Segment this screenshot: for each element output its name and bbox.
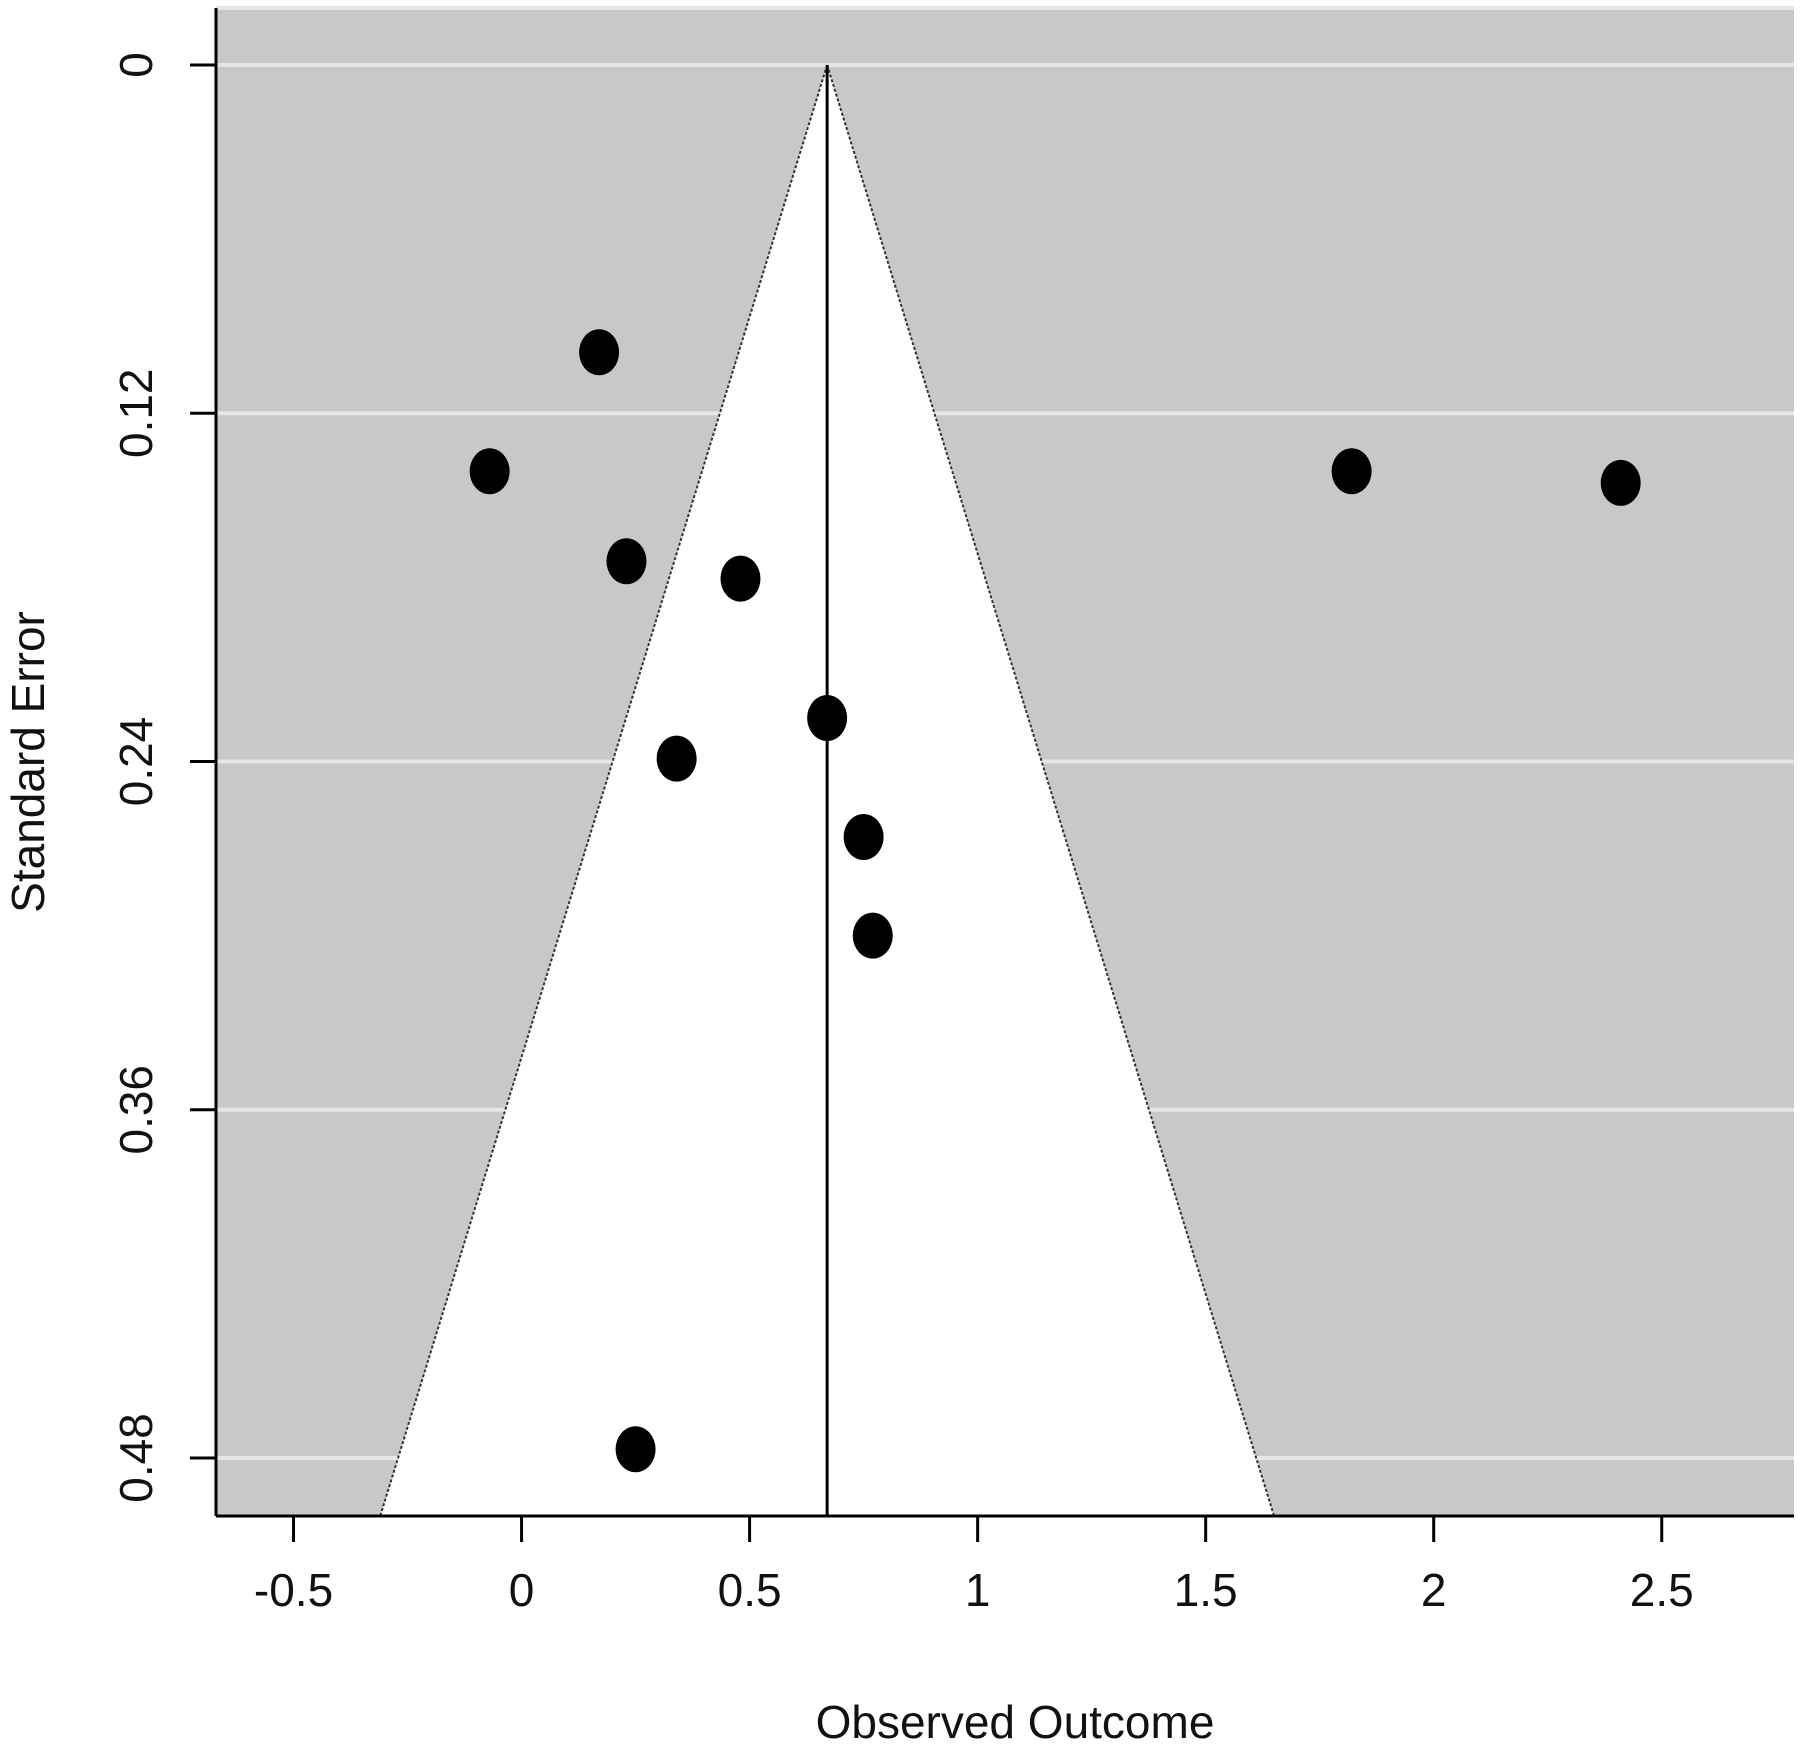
y-tick-label: 0.48 [110,1413,162,1503]
x-tick-label: 1 [965,1564,991,1616]
x-tick-label: 1.5 [1174,1564,1238,1616]
data-point [843,813,884,860]
axes: -0.5 0 0.5 1 1.5 2 2.5 0 0.12 0.24 0.36 0.48 [110,8,1794,1616]
y-tick-label: 0.36 [110,1065,162,1155]
data-point [579,329,620,376]
x-tick-label: 0 [509,1564,535,1616]
data-point [656,735,697,782]
data-point [807,694,848,741]
data-points [469,329,1641,1473]
data-point [1331,448,1372,495]
y-tick-label: 0 [110,52,162,78]
data-point [615,1426,656,1473]
x-tick-label: 0.5 [718,1564,782,1616]
data-point [852,912,893,959]
data-point [606,538,647,585]
x-axis-title: Observed Outcome [816,1696,1215,1745]
y-tick-label: 0.24 [110,717,162,807]
data-point [720,555,761,602]
funnel-left-boundary [379,64,829,1517]
data-point [469,448,510,495]
funnel-right-boundary [826,64,1276,1517]
data-point [1600,459,1641,506]
x-tick-label: -0.5 [254,1564,333,1616]
x-tick-label: 2 [1421,1564,1447,1616]
y-tick-label: 0.12 [110,368,162,458]
x-tick-label: 2.5 [1630,1564,1694,1616]
y-axis-title: Standard Error [2,611,54,913]
